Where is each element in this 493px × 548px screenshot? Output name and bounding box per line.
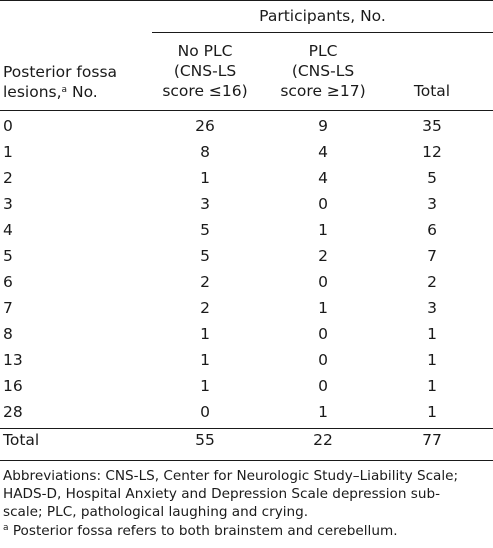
table-row: Total 55 22 77 bbox=[0, 429, 493, 451]
header-bottom-rule bbox=[0, 110, 493, 111]
table-row: 1 8 4 12 bbox=[0, 141, 493, 163]
row-header-line1: Posterior fossa bbox=[3, 63, 118, 81]
cell-total: 3 bbox=[427, 195, 437, 213]
cell-lesions: 6 bbox=[3, 273, 13, 291]
cell-plc: 4 bbox=[318, 143, 328, 161]
cell-lesions: 0 bbox=[3, 117, 13, 135]
table-row: 5 5 2 7 bbox=[0, 245, 493, 267]
cell-no-plc: 5 bbox=[200, 247, 210, 265]
cell-plc: 1 bbox=[318, 403, 328, 421]
table-row: 6 2 0 2 bbox=[0, 271, 493, 293]
row-header-line2: lesions,a No. bbox=[3, 83, 98, 101]
cell-plc: 1 bbox=[318, 299, 328, 317]
cell-no-plc: 0 bbox=[200, 403, 210, 421]
cell-no-plc: 1 bbox=[200, 377, 210, 395]
cell-lesions: 28 bbox=[3, 403, 23, 421]
cell-total: 6 bbox=[427, 221, 437, 239]
cell-total: 12 bbox=[422, 143, 442, 161]
cell-plc: 9 bbox=[318, 117, 328, 135]
column-header-total: Total bbox=[413, 82, 451, 100]
table-row: 13 1 0 1 bbox=[0, 349, 493, 371]
cell-no-plc: 2 bbox=[200, 299, 210, 317]
cell-plc: 1 bbox=[318, 221, 328, 239]
total-row-rule bbox=[0, 428, 493, 429]
cell-lesions: 1 bbox=[3, 143, 13, 161]
cell-plc: 22 bbox=[313, 431, 333, 449]
cell-total: 7 bbox=[427, 247, 437, 265]
cell-lesions: 5 bbox=[3, 247, 13, 265]
cell-no-plc: 55 bbox=[195, 431, 215, 449]
cell-no-plc: 3 bbox=[200, 195, 210, 213]
bottom-rule bbox=[0, 460, 493, 461]
cell-plc: 0 bbox=[318, 325, 328, 343]
cell-total: 5 bbox=[427, 169, 437, 187]
cell-lesions: 16 bbox=[3, 377, 23, 395]
cell-no-plc: 5 bbox=[200, 221, 210, 239]
table-row: 7 2 1 3 bbox=[0, 297, 493, 319]
table-row: 2 1 4 5 bbox=[0, 167, 493, 189]
table-row: 28 0 1 1 bbox=[0, 401, 493, 423]
cell-total: 1 bbox=[427, 325, 437, 343]
table-row: 3 3 0 3 bbox=[0, 193, 493, 215]
cell-lesions: 7 bbox=[3, 299, 13, 317]
cell-lesions: 3 bbox=[3, 195, 13, 213]
footnote-a: a Posterior fossa refers to both brainst… bbox=[3, 523, 398, 539]
cell-no-plc: 1 bbox=[200, 169, 210, 187]
table-row: 8 1 0 1 bbox=[0, 323, 493, 345]
column-header-no-plc: No PLC (CNS-LS score ≤16) bbox=[162, 42, 248, 100]
cell-lesions: 2 bbox=[3, 169, 13, 187]
cell-total: 3 bbox=[427, 299, 437, 317]
cell-total: 2 bbox=[427, 273, 437, 291]
table-row: 4 5 1 6 bbox=[0, 219, 493, 241]
cell-lesions: 8 bbox=[3, 325, 13, 343]
group-header-rule bbox=[152, 32, 493, 33]
footnote-a-marker: a bbox=[3, 523, 9, 533]
cell-plc: 2 bbox=[318, 247, 328, 265]
cell-no-plc: 1 bbox=[200, 325, 210, 343]
cell-total: 1 bbox=[427, 403, 437, 421]
cell-plc: 4 bbox=[318, 169, 328, 187]
top-rule bbox=[0, 0, 493, 1]
group-header: Participants, No. bbox=[259, 7, 386, 25]
cell-no-plc: 8 bbox=[200, 143, 210, 161]
cell-total: 35 bbox=[422, 117, 442, 135]
cell-plc: 0 bbox=[318, 377, 328, 395]
cell-no-plc: 2 bbox=[200, 273, 210, 291]
cell-total: 1 bbox=[427, 351, 437, 369]
row-header-footnote-marker: a bbox=[61, 85, 68, 95]
cell-total: 1 bbox=[427, 377, 437, 395]
cell-plc: 0 bbox=[318, 351, 328, 369]
cell-no-plc: 1 bbox=[200, 351, 210, 369]
cell-lesions: 4 bbox=[3, 221, 13, 239]
row-header: Posterior fossa lesions,a No. bbox=[3, 62, 117, 102]
cell-lesions: Total bbox=[3, 431, 40, 449]
cell-total: 77 bbox=[422, 431, 442, 449]
abbreviations-note: Abbreviations: CNS-LS, Center for Neurol… bbox=[3, 468, 459, 520]
cell-plc: 0 bbox=[318, 273, 328, 291]
cell-lesions: 13 bbox=[3, 351, 23, 369]
cell-no-plc: 26 bbox=[195, 117, 215, 135]
column-header-plc: PLC (CNS-LS score ≥17) bbox=[280, 42, 366, 100]
table-row: 16 1 0 1 bbox=[0, 375, 493, 397]
cell-plc: 0 bbox=[318, 195, 328, 213]
table-row: 0 26 9 35 bbox=[0, 115, 493, 137]
